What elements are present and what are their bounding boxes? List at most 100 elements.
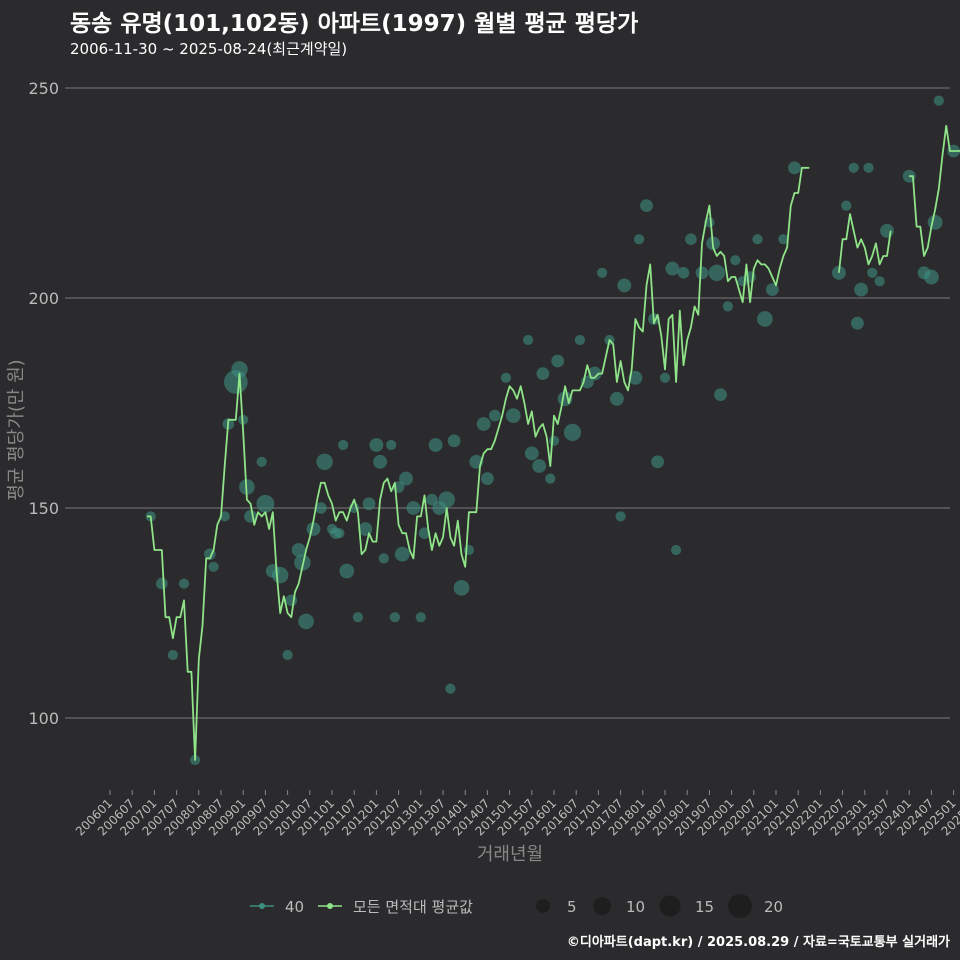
data-point [415,612,426,623]
data-point [609,391,624,406]
series-line-segment-2 [909,124,960,257]
data-point [874,276,885,287]
y-axis-label: 평균 평당가(만 원) [6,359,27,500]
legend-label-40: 40 [285,898,304,916]
data-point [685,233,697,246]
data-point [628,370,643,385]
data-point [362,497,376,511]
data-point [730,255,741,266]
data-point [851,316,864,330]
data-point [536,367,550,380]
data-point [285,594,298,607]
data-point [373,454,388,469]
data-point [352,612,364,623]
data-point [316,453,333,471]
data-point [924,269,939,285]
data-point [551,354,565,368]
data-point [848,162,859,173]
data-point [778,234,789,245]
series-line-segment-0 [147,166,810,761]
data-point [670,544,682,556]
data-point [438,491,455,508]
data-point [548,435,560,446]
data-point [426,493,438,506]
data-point [640,199,653,213]
data-point [596,267,608,278]
data-point [659,372,671,383]
legend-size-key-20 [728,894,752,918]
legend: 40 모든 면적대 평균값 5 10 15 20 [250,894,783,918]
x-axis-label: 거래년월 [477,844,543,865]
data-point [294,554,311,571]
data-point [271,566,289,584]
data-point [757,311,773,327]
data-point [545,473,556,484]
data-point [389,612,401,623]
data-point [378,553,389,564]
data-point [854,282,869,297]
data-point [298,613,314,630]
data-point [532,459,547,473]
legend-size-label: 15 [695,898,714,916]
data-point [339,563,355,579]
data-point [155,577,168,590]
legend-size-label: 10 [626,898,645,916]
y-tick-labels: 100 150 200 250 [28,79,59,728]
data-point [863,162,874,173]
data-point [880,223,894,238]
data-point [665,261,680,276]
data-point [167,649,179,661]
data-point [714,388,727,401]
legend-size-label: 5 [567,898,577,916]
data-point [695,266,709,280]
data-point [447,434,461,448]
data-point [615,511,626,522]
data-point [500,372,512,383]
data-point [677,266,690,279]
data-point [445,683,456,694]
data-point [256,494,275,513]
data-point [337,439,349,451]
scatter-points [145,95,960,766]
data-point [282,649,293,661]
chart-subtitle: 2006-11-30 ~ 2025-08-24(최근계약일) [70,40,348,58]
y-tick-label: 200 [28,289,59,308]
y-tick-label: 250 [28,79,59,98]
data-point [867,267,878,278]
legend-size-key-5 [536,899,550,913]
data-point [399,471,413,486]
data-point [563,423,582,441]
data-point [219,511,230,522]
data-point [334,528,345,539]
legend-label-average: 모든 면적대 평균값 [353,898,473,916]
data-point [178,578,190,589]
source-caption: ©디아파트(dapt.kr) / 2025.08.29 / 자료=국토교통부 실… [566,935,950,950]
data-point [231,361,248,378]
data-point [369,438,384,452]
data-point [841,200,852,211]
data-point [651,455,664,469]
data-point [617,278,632,293]
data-point [524,446,539,461]
legend-size-key-10 [593,897,611,915]
legend-key-avg-dot [327,903,333,909]
data-point [386,439,397,451]
data-point [505,408,521,423]
data-point [933,95,944,106]
data-point [428,438,443,452]
data-point [315,502,327,514]
data-point [406,501,421,515]
legend-size-key-15 [659,895,681,917]
data-point [752,234,763,245]
data-point [208,561,219,572]
data-point [927,215,943,230]
y-tick-label: 100 [28,709,59,728]
y-tick-label: 150 [28,499,59,518]
data-point [453,579,470,596]
data-point [765,283,779,296]
data-point [394,546,410,562]
data-point [574,334,586,346]
series-line-segment-1 [838,213,892,273]
data-point [418,527,431,540]
average-line [147,124,960,761]
